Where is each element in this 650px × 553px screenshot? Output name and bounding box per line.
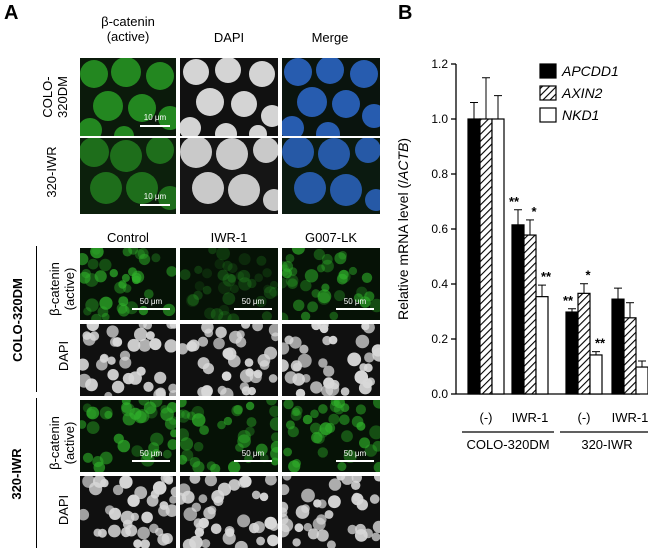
scale-label: 10 μm bbox=[143, 192, 167, 201]
significance-mark: ** bbox=[563, 293, 574, 308]
scale-label: 50 μm bbox=[241, 449, 265, 458]
bar-axin2 bbox=[523, 234, 537, 395]
micrograph: 50 μm bbox=[180, 400, 278, 472]
micrograph bbox=[80, 476, 176, 548]
category-label: (-) bbox=[578, 410, 591, 425]
stain-label-beta-1: β-catenin (active) bbox=[47, 262, 77, 316]
bar-nkd1 bbox=[491, 118, 505, 395]
img-colo-dapi bbox=[180, 58, 278, 136]
y-tick-label: 0.8 bbox=[431, 167, 448, 181]
bar-apcdd1 bbox=[611, 298, 625, 395]
y-tick-label: 0.0 bbox=[431, 387, 448, 401]
significance-mark: ** bbox=[595, 336, 606, 351]
significance-mark: * bbox=[585, 268, 591, 283]
category-label: IWR-1 bbox=[612, 410, 648, 425]
top-row-label-colo: COLO- 320DM bbox=[40, 76, 70, 118]
bar-apcdd1 bbox=[565, 311, 579, 395]
legend-label: NKD1 bbox=[562, 107, 599, 123]
panel-b-letter: B bbox=[398, 2, 413, 24]
bottom-header-control: Control bbox=[107, 230, 149, 245]
legend-label: AXIN2 bbox=[561, 85, 603, 101]
bar-apcdd1 bbox=[511, 224, 525, 395]
scale-label: 50 μm bbox=[343, 449, 367, 458]
group-label-320iwr: 320-IWR bbox=[9, 448, 24, 500]
top-header-dapi: DAPI bbox=[213, 30, 245, 45]
legend-swatch-apcdd1 bbox=[539, 63, 557, 79]
top-row-label-320iwr: 320-IWR bbox=[44, 146, 59, 198]
bar-nkd1 bbox=[635, 366, 648, 395]
category-label: IWR-1 bbox=[512, 410, 549, 425]
y-axis-label: Relative mRNA level (/ACTB) bbox=[395, 138, 411, 320]
bar-nkd1 bbox=[535, 296, 549, 395]
micrograph bbox=[180, 476, 278, 548]
legend-swatch-nkd1 bbox=[539, 107, 557, 123]
micrograph: 50 μm bbox=[282, 248, 380, 320]
group-line-colo bbox=[36, 246, 37, 392]
bar-apcdd1 bbox=[467, 118, 481, 395]
y-tick-label: 0.4 bbox=[431, 277, 448, 291]
y-tick-label: 0.2 bbox=[431, 332, 448, 346]
group-label-colo: COLO-320DM bbox=[10, 278, 25, 362]
scale-label: 50 μm bbox=[139, 449, 163, 458]
group-line-320iwr bbox=[36, 398, 37, 548]
scale-label: 50 μm bbox=[241, 297, 265, 306]
bottom-header-g007: G007-LK bbox=[304, 230, 358, 245]
img-320iwr-merge bbox=[282, 138, 380, 214]
img-320iwr-dapi bbox=[180, 138, 278, 214]
img-colo-beta: 10 μm bbox=[80, 58, 176, 136]
legend-label: APCDD1 bbox=[561, 63, 619, 79]
stain-label-dapi-1: DAPI bbox=[56, 340, 71, 372]
micrograph: 50 μm bbox=[80, 400, 176, 472]
img-320iwr-beta: 10 μm bbox=[80, 138, 176, 214]
y-tick-label: 0.6 bbox=[431, 222, 448, 236]
micrograph bbox=[80, 324, 176, 396]
significance-mark: * bbox=[531, 204, 537, 219]
group-label: COLO-320DM bbox=[466, 437, 549, 452]
micrograph bbox=[282, 324, 380, 396]
micrograph: 50 μm bbox=[80, 248, 176, 320]
scale-label: 50 μm bbox=[343, 297, 367, 306]
bar-nkd1 bbox=[589, 354, 603, 395]
y-tick-label: 1.0 bbox=[431, 112, 448, 126]
scale-label: 50 μm bbox=[139, 297, 163, 306]
panel-a-letter: A bbox=[4, 2, 19, 24]
significance-mark: ** bbox=[509, 194, 520, 209]
stain-label-beta-2: β-catenin (active) bbox=[47, 416, 77, 470]
top-header-merge: Merge bbox=[311, 30, 349, 45]
stain-label-dapi-2: DAPI bbox=[56, 494, 71, 526]
bottom-header-iwr1: IWR-1 bbox=[210, 230, 248, 245]
micrograph: 50 μm bbox=[180, 248, 278, 320]
micrograph bbox=[282, 476, 380, 548]
bar-axin2 bbox=[577, 292, 591, 395]
significance-mark: ** bbox=[541, 269, 552, 284]
bar-axin2 bbox=[479, 118, 493, 395]
bar-chart: 0.0 0.2 0.4 0.6 0.8 1.0 1.2 Relative mRNA level… bbox=[395, 57, 648, 452]
group-label: 320-IWR bbox=[581, 437, 632, 452]
y-tick-label: 1.2 bbox=[431, 57, 448, 71]
legend-swatch-axin2 bbox=[539, 85, 557, 101]
micrograph: 50 μm bbox=[282, 400, 380, 472]
category-label: (-) bbox=[480, 410, 493, 425]
top-header-beta: β-catenin (active) bbox=[101, 14, 155, 44]
micrograph bbox=[180, 324, 278, 396]
scale-label: 10 μm bbox=[143, 113, 167, 122]
bar-axin2 bbox=[623, 317, 637, 395]
img-colo-merge bbox=[282, 58, 380, 136]
